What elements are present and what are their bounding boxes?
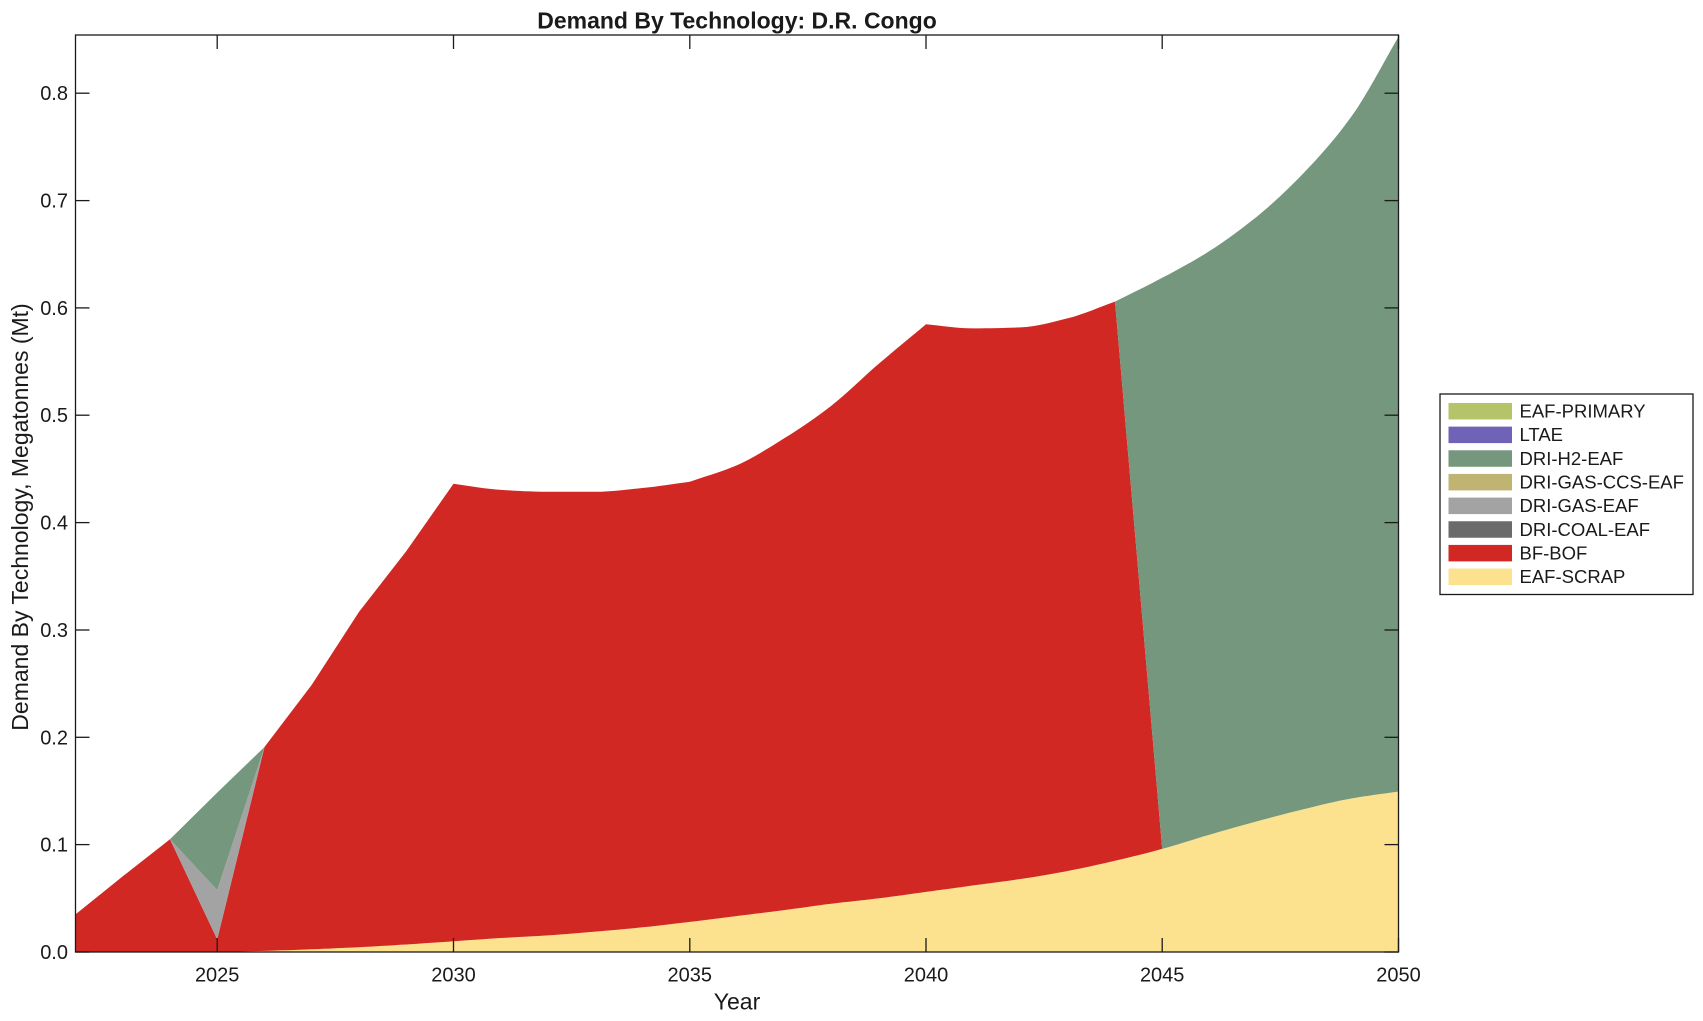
svg-text:2025: 2025 [195,965,240,987]
svg-text:DRI-GAS-EAF: DRI-GAS-EAF [1520,495,1639,516]
svg-text:LTAE: LTAE [1520,424,1564,445]
svg-text:0.1: 0.1 [40,835,68,857]
svg-text:DRI-GAS-CCS-EAF: DRI-GAS-CCS-EAF [1520,471,1684,492]
svg-text:2050: 2050 [1376,965,1421,987]
svg-text:EAF-PRIMARY: EAF-PRIMARY [1520,401,1646,422]
svg-text:0.2: 0.2 [40,727,68,749]
svg-text:2035: 2035 [668,965,713,987]
svg-text:2030: 2030 [431,965,476,987]
svg-text:Demand By Technology, Megatonn: Demand By Technology, Megatonnes (Mt) [7,303,33,730]
svg-text:BF-BOF: BF-BOF [1520,542,1588,563]
svg-text:DRI-H2-EAF: DRI-H2-EAF [1520,448,1624,469]
svg-text:0.4: 0.4 [40,513,68,535]
svg-text:0.7: 0.7 [40,191,68,213]
svg-text:2040: 2040 [904,965,949,987]
svg-text:0.5: 0.5 [40,405,68,427]
svg-text:EAF-SCRAP: EAF-SCRAP [1520,566,1626,587]
svg-text:2045: 2045 [1140,965,1185,987]
svg-text:0.3: 0.3 [40,620,68,642]
svg-text:Demand By Technology: D.R. Con: Demand By Technology: D.R. Congo [537,8,937,34]
svg-text:0.0: 0.0 [40,942,68,964]
svg-text:Year: Year [714,989,761,1015]
svg-text:0.6: 0.6 [40,298,68,320]
svg-text:DRI-COAL-EAF: DRI-COAL-EAF [1520,519,1651,540]
svg-text:0.8: 0.8 [40,83,68,105]
